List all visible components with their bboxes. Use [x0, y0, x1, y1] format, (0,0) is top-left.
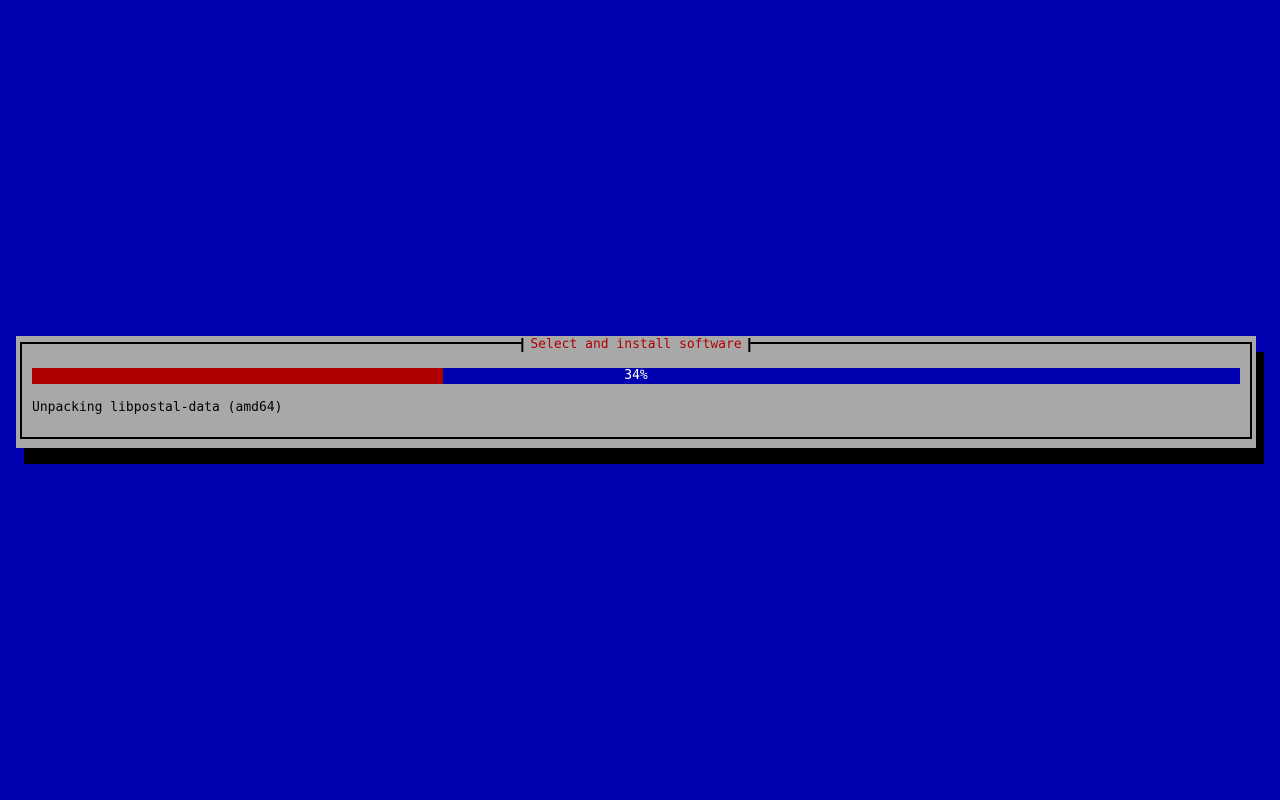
dialog-border: [20, 342, 1252, 439]
progress-bar: 34%: [32, 368, 1240, 384]
status-text: Unpacking libpostal-data (amd64): [32, 400, 283, 415]
progress-percent-label: 34%: [624, 368, 648, 383]
progress-fill: [32, 368, 443, 384]
install-progress-dialog: Select and install software 34% Unpackin…: [16, 336, 1256, 448]
dialog-title: Select and install software: [521, 338, 751, 352]
